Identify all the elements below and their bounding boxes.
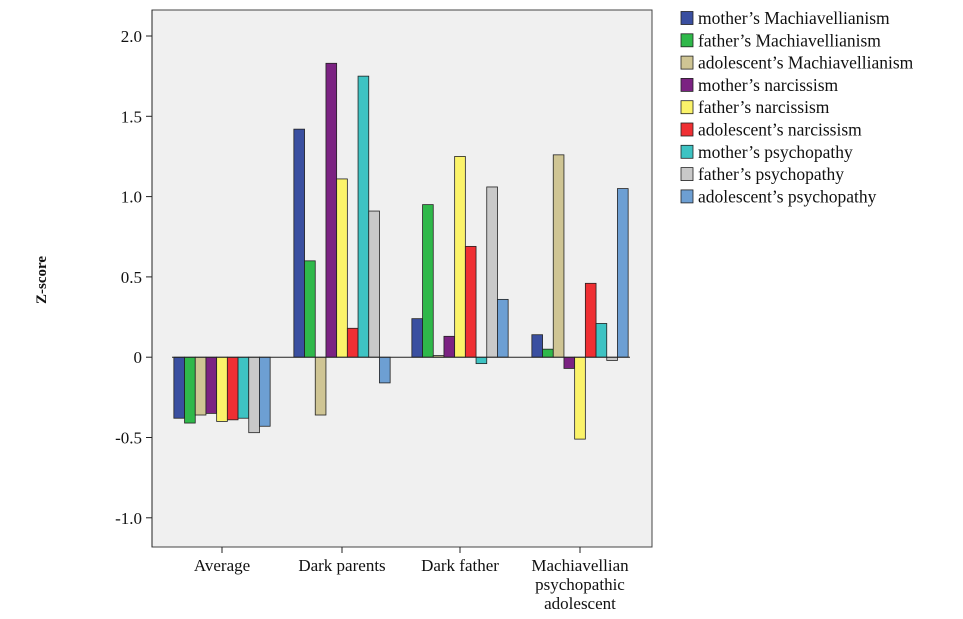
legend-label: father’s psychopathy — [698, 164, 844, 184]
bar — [368, 210, 380, 358]
legend-swatch — [680, 78, 694, 92]
bar — [173, 356, 185, 419]
legend-label: adolescent’s Machiavellianism — [698, 53, 914, 73]
y-tick-label: 1.0 — [121, 188, 142, 207]
legend-label: father’s Machiavellianism — [698, 30, 881, 50]
legend-swatch — [680, 144, 694, 159]
bar — [184, 356, 196, 424]
bar — [314, 356, 327, 416]
legend-label: mother’s Machiavellianism — [698, 8, 890, 28]
legend-swatch — [680, 122, 694, 137]
x-tick-label: Machiavellian psychopathic adolescent — [531, 556, 629, 613]
bar — [194, 356, 207, 416]
bar — [464, 245, 477, 358]
bar — [293, 128, 305, 358]
legend-swatch — [680, 33, 694, 48]
y-tick-label: 1.5 — [121, 107, 142, 126]
y-tick-label: 0 — [134, 348, 143, 367]
bar — [336, 178, 348, 358]
legend-swatch — [680, 167, 694, 182]
bar — [531, 334, 543, 358]
x-tick-label: Dark parents — [298, 556, 385, 575]
bar — [422, 204, 434, 358]
x-tick-label: Dark father — [421, 556, 499, 575]
legend-label: mother’s psychopathy — [698, 142, 853, 162]
y-tick-label: 0.5 — [121, 268, 142, 287]
x-tick-labels: Average Dark parents Dark father Machiavell… — [194, 547, 629, 613]
legend-swatch — [680, 189, 694, 204]
bar — [595, 323, 608, 358]
bars — [173, 62, 629, 440]
bar — [617, 188, 629, 358]
bar — [574, 356, 586, 440]
legend-swatch — [680, 11, 694, 25]
legend-swatch — [680, 100, 694, 115]
y-ticks: -1.0 -0.5 0 0.5 1.0 1.5 2.0 — [115, 27, 152, 528]
bar — [216, 356, 228, 422]
bar — [584, 282, 597, 358]
x-tick-label: Average — [194, 556, 250, 575]
legend-label: adolescent’s psychopathy — [698, 186, 877, 206]
bar — [205, 356, 218, 414]
bar — [552, 154, 565, 358]
bar — [248, 356, 260, 434]
bar — [237, 356, 250, 419]
bar — [346, 327, 359, 358]
y-tick-label: 2.0 — [121, 27, 142, 46]
legend-label: father’s narcissism — [698, 97, 830, 117]
bar — [259, 356, 271, 427]
bar — [304, 260, 316, 358]
y-tick-label: -0.5 — [115, 429, 142, 448]
y-tick-label: -1.0 — [115, 509, 142, 528]
legend-label: mother’s narcissism — [698, 75, 839, 95]
bar — [411, 318, 423, 358]
bar — [357, 75, 370, 358]
bar — [497, 298, 509, 358]
bar — [563, 356, 576, 369]
bar — [325, 62, 338, 358]
bar — [486, 186, 498, 358]
bar — [542, 348, 554, 358]
bar — [475, 356, 488, 365]
bar — [454, 156, 466, 358]
plot-area — [151, 9, 653, 548]
bar — [379, 356, 391, 384]
legend-label: adolescent’s narcissism — [698, 120, 862, 140]
bar — [226, 356, 239, 421]
legend-swatch — [680, 55, 694, 70]
bar — [443, 335, 456, 358]
y-axis-label: Z-score — [34, 256, 50, 304]
